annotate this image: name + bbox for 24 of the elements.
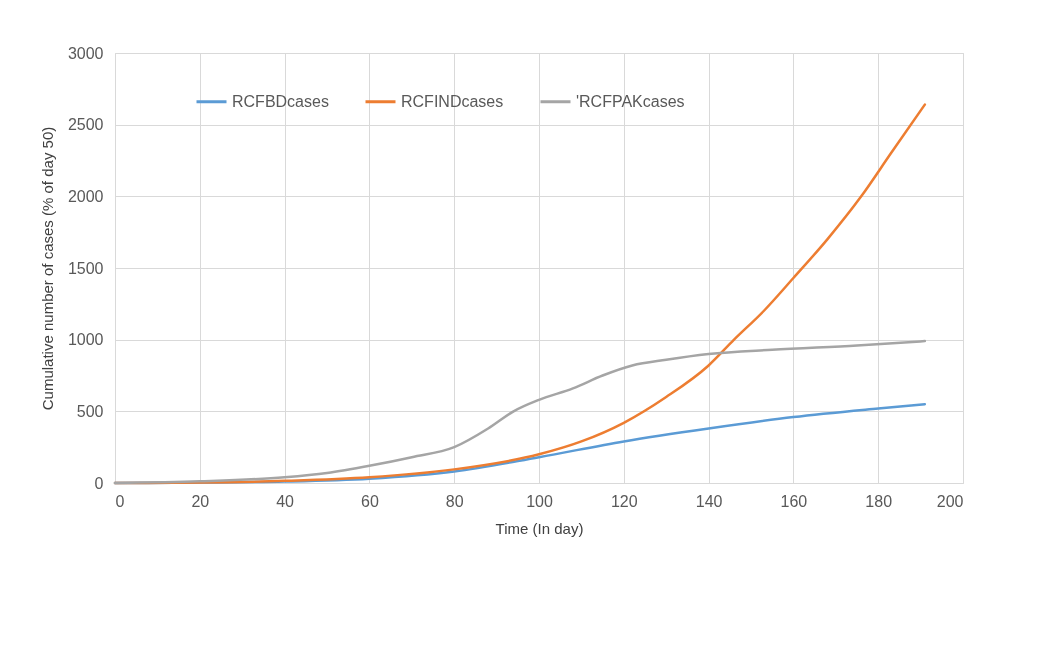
- legend-label: 'RCFPAKcases: [576, 92, 685, 110]
- x-tick-label: 40: [276, 492, 295, 510]
- line-series: [113, 339, 927, 485]
- y-tick-label: 1500: [67, 259, 104, 277]
- legend-label: RCFBDcases: [232, 92, 329, 110]
- y-tick-label: 500: [76, 402, 104, 420]
- x-tick-label: 80: [445, 492, 464, 510]
- legend-label: RCFINDcases: [401, 92, 504, 110]
- y-tick-label: 2000: [67, 187, 104, 205]
- x-tick-label: 0: [115, 492, 125, 510]
- x-tick-label: 20: [191, 492, 210, 510]
- y-tick-label: 0: [94, 474, 104, 492]
- y-axis-title: Cumulative number of cases (% of day 50): [38, 126, 56, 411]
- y-tick-label: 2500: [67, 116, 104, 134]
- x-tick-label: 160: [780, 492, 808, 510]
- y-tick-label: 3000: [67, 44, 104, 62]
- y-tick-label: 1000: [67, 331, 104, 349]
- x-tick-label: 120: [610, 492, 638, 510]
- x-axis-title: Time (In day): [495, 519, 584, 537]
- x-tick-label: 200: [936, 492, 964, 510]
- x-tick-label: 180: [865, 492, 893, 510]
- x-tick-label: 100: [526, 492, 553, 510]
- x-tick-label: 140: [695, 492, 723, 510]
- x-tick-label: 60: [361, 492, 379, 510]
